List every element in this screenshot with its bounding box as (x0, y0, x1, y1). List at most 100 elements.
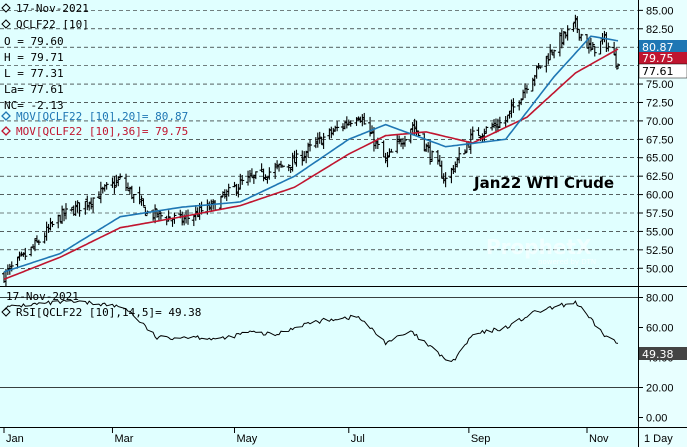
ohlc-bar (131, 193, 136, 203)
chart-annotation: Jan22 WTI Crude (473, 174, 614, 192)
price-symbol: QCLF22 [10] (16, 18, 89, 31)
ohlc-bar (141, 198, 146, 207)
price-low: L = 77.31 (4, 67, 64, 80)
ohlc-bar (335, 121, 340, 132)
price-open: O = 79.60 (4, 35, 64, 48)
ohlc-bar (91, 197, 96, 213)
x-axis-ticks: Jan Mar May Jul Sep Nov (3, 427, 609, 445)
price-tick-label: 70.00 (646, 116, 674, 128)
ohlc-bar (294, 149, 299, 167)
ohlc-bar (470, 126, 475, 140)
ohlc-bar (484, 126, 489, 134)
price-tick-label: 50.00 (646, 263, 674, 275)
ohlc-bar (218, 195, 223, 210)
ma20-line (3, 35, 619, 273)
ohlc-bar (538, 66, 543, 69)
watermark-subtext: powered by DTN (538, 258, 596, 266)
ohlc-bar (267, 167, 272, 180)
rsi-gridlines (0, 297, 638, 388)
ohlc-bar (156, 210, 161, 221)
last-price-box: 77.61 (638, 63, 687, 79)
ohlc-bar (321, 132, 326, 149)
price-tick-label: 82.50 (646, 24, 674, 36)
diamond-icon (1, 126, 11, 136)
x-tick-label: Nov (589, 433, 609, 445)
ohlc-bar (389, 148, 394, 153)
watermark-text: ProphetX (486, 235, 592, 259)
price-tick-label: 55.00 (646, 226, 674, 238)
ma20-legend: MOV[QCLF22 [10],20]= 80.87 (16, 110, 188, 123)
x-tick-label: Jul (351, 433, 365, 445)
rsi-tick-label: 0.00 (646, 413, 667, 425)
ma36-line (3, 48, 619, 281)
rsi-tick-label: 80.00 (646, 293, 674, 305)
price-net-change: NC= -2.13 (4, 99, 64, 112)
rsi-date: 17-Nov-2021 (6, 290, 79, 303)
price-tick-label: 67.50 (646, 134, 674, 146)
rsi-legend: 17-Nov-2021 RSI[QCLF22 [10],14,5]= 49.38 (1, 290, 201, 319)
ohlc-bar (616, 63, 620, 70)
price-legend: 17-Nov-2021 QCLF22 [10] O = 79.60 H = 79… (1, 2, 188, 138)
price-gridlines (0, 10, 638, 269)
ohlc-bar (36, 239, 41, 246)
ohlc-bar (50, 221, 55, 228)
ohlc-bar (226, 183, 231, 197)
diamond-icon (1, 307, 11, 317)
ohlc-bar (143, 206, 148, 217)
ohlc-bar (118, 173, 123, 179)
x-tick-label: Sep (471, 433, 491, 445)
price-tick-label: 65.00 (646, 153, 674, 165)
ohlc-bar (524, 85, 529, 94)
ohlc-bar (497, 116, 502, 128)
ohlc-bar (592, 45, 597, 57)
ohlc-bar (348, 120, 353, 127)
ohlc-bar (476, 127, 481, 137)
x-tick-label: Jan (6, 433, 24, 445)
price-tick-label: 62.50 (646, 171, 674, 183)
ohlc-bar (579, 33, 584, 42)
price-tick-label: 60.00 (646, 190, 674, 202)
rsi-value-text: 49.38 (642, 348, 674, 361)
ohlc-bar (402, 135, 407, 147)
ma36-value-box: 79.75 (639, 52, 687, 65)
ohlc-bar (565, 25, 570, 41)
price-tick-label: 72.50 (646, 97, 674, 109)
last-price-text: 77.61 (642, 65, 674, 78)
price-date: 17-Nov-2021 (16, 2, 89, 15)
ohlc-bar (308, 139, 313, 152)
price-tick-label: 52.50 (646, 245, 674, 257)
x-tick-label: May (236, 433, 257, 445)
ohlc-bar (511, 98, 516, 114)
ohlc-bar (280, 165, 285, 168)
price-tick-label: 85.00 (646, 5, 674, 17)
ohlc-bar (606, 42, 611, 52)
ohlc-bar (240, 174, 245, 185)
period-label: 1 Day (644, 433, 673, 445)
ohlc-bar (104, 182, 109, 190)
rsi-label: RSI[QCLF22 [10],14,5]= 49.38 (16, 306, 201, 319)
ohlc-bar (77, 202, 82, 217)
ma20-value-text: 80.87 (642, 41, 674, 54)
ohlc-bar (430, 150, 435, 163)
diamond-icon (1, 3, 11, 13)
rsi-value-box: 49.38 (639, 347, 687, 361)
ma20-value-box: 80.87 (639, 40, 687, 54)
ma36-legend: MOV[QCLF22 [10],36]= 79.75 (16, 125, 188, 138)
ohlc-bar (253, 171, 258, 180)
ohlc-bar (536, 63, 541, 70)
rsi-tick-label: 20.00 (646, 383, 674, 395)
ohlc-bar (158, 212, 163, 220)
x-tick-label: Mar (114, 433, 133, 445)
ohlc-bar (362, 112, 367, 125)
ma36-value-text: 79.75 (642, 52, 674, 65)
price-tick-label: 57.50 (646, 208, 674, 220)
rsi-line (3, 299, 619, 363)
diamond-icon (1, 19, 11, 29)
ohlc-bar (552, 49, 557, 59)
ohlc-bar (63, 203, 68, 220)
price-high: H = 79.71 (4, 51, 64, 64)
price-tick-label: 75.00 (646, 79, 674, 91)
rsi-tick-label: 60.00 (646, 323, 674, 335)
